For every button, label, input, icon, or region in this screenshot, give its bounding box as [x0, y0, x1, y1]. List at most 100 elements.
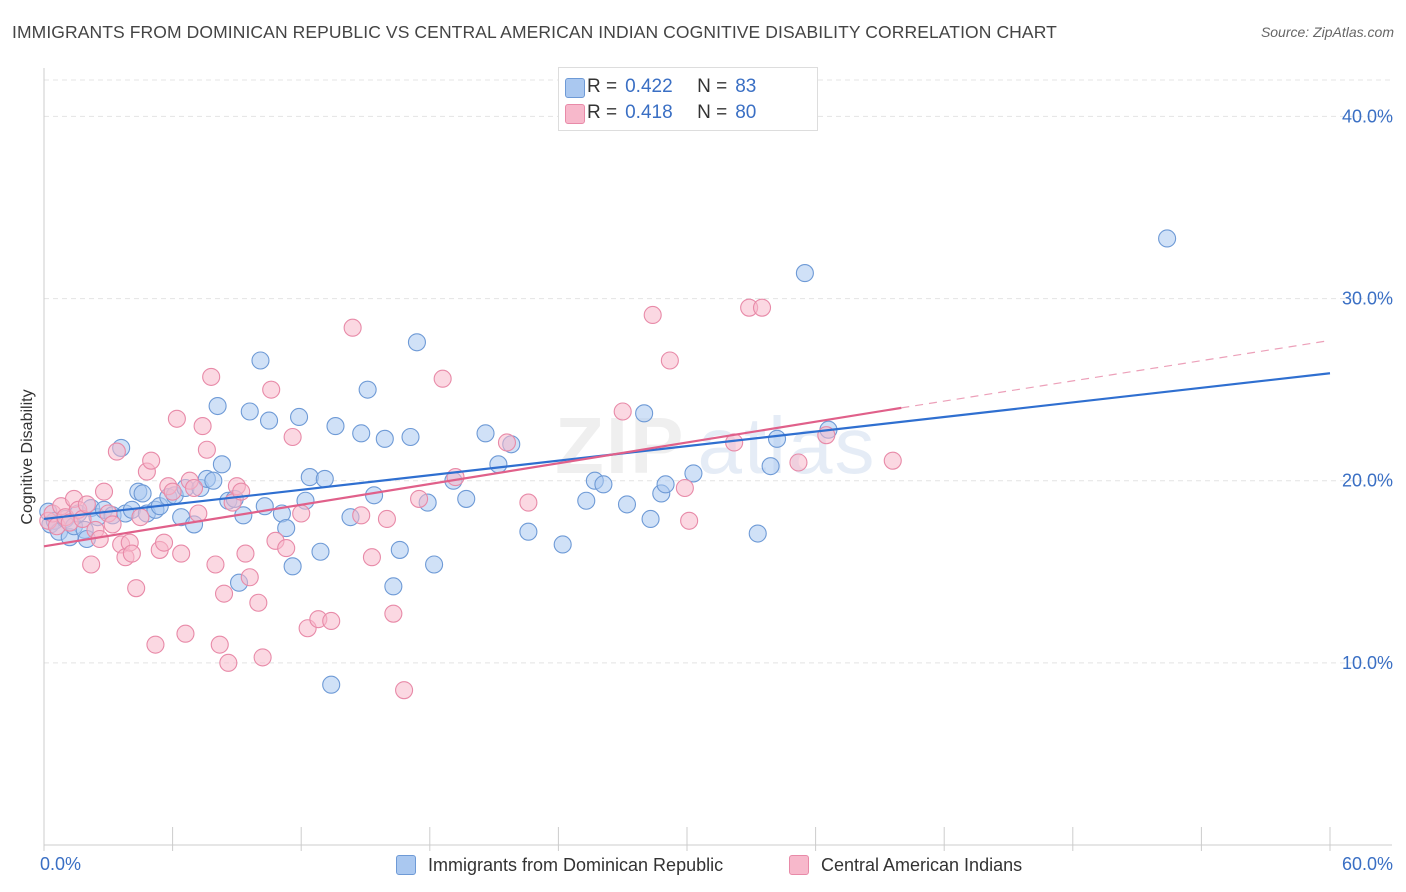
series-swatch-blue [396, 855, 416, 875]
legend-row-pink: R = 0.418 N = 80 [565, 101, 757, 125]
data-point-pink [146, 635, 165, 654]
data-point-blue [519, 522, 538, 541]
data-point-pink [410, 489, 429, 508]
legend-n-value: 83 [735, 76, 757, 97]
data-point-pink [384, 604, 403, 623]
data-point-pink [249, 593, 268, 612]
data-point-pink [283, 427, 302, 447]
data-point-blue [208, 396, 227, 416]
data-point-blue [617, 495, 637, 514]
data-point-pink [660, 351, 679, 370]
data-point-pink [176, 624, 195, 643]
data-point-pink [127, 579, 146, 598]
chart-title: IMMIGRANTS FROM DOMINICAN REPUBLIC VS CE… [12, 22, 1057, 42]
series-swatch-pink [789, 855, 809, 875]
data-point-blue [390, 540, 409, 559]
data-point-pink [752, 298, 772, 317]
data-point-pink [883, 451, 902, 470]
data-point-blue [577, 491, 596, 510]
x-tick-label: 60.0% [1342, 854, 1393, 874]
data-point-blue [322, 675, 341, 694]
data-point-pink [82, 555, 101, 574]
data-point-pink [277, 539, 296, 558]
data-point-pink [322, 611, 341, 631]
series-legend: Immigrants from Dominican Republic Centr… [0, 852, 1406, 878]
data-point-blue [133, 484, 152, 503]
data-point-blue [594, 475, 613, 494]
data-point-pink [193, 417, 212, 436]
data-point-pink [613, 402, 632, 421]
data-point-pink [167, 409, 186, 428]
data-point-blue [407, 333, 426, 352]
data-point-pink [172, 544, 191, 563]
data-point-blue [489, 455, 508, 474]
data-point-blue [283, 557, 302, 576]
data-point-pink [94, 482, 114, 501]
y-axis-label: Cognitive Disability [19, 389, 36, 525]
data-point-pink [362, 548, 381, 567]
data-point-blue [748, 524, 767, 543]
data-point-pink [219, 653, 238, 672]
data-point-blue [365, 486, 384, 505]
data-point-pink [433, 369, 452, 388]
data-point-blue [761, 457, 780, 476]
series-legend-item-pink[interactable]: Central American Indians [789, 852, 1022, 878]
legend-r-value: 0.418 [625, 102, 673, 123]
data-point-blue [684, 464, 703, 483]
legend-swatch-blue [565, 78, 585, 98]
data-point-blue [259, 411, 279, 430]
legend-n-label: N = [697, 76, 728, 97]
data-point-blue [311, 542, 330, 561]
data-point-pink [352, 506, 371, 525]
data-point-pink [154, 533, 174, 552]
data-point-pink [395, 681, 414, 700]
data-point-pink [103, 515, 122, 534]
data-point-blue [251, 351, 270, 370]
data-point-pink [497, 433, 517, 452]
data-point-blue [635, 404, 654, 423]
data-point-pink [675, 478, 694, 498]
data-point-blue [315, 469, 334, 488]
data-point-pink [206, 555, 225, 574]
legend-swatch-pink [565, 104, 585, 124]
data-point-pink [163, 482, 182, 501]
data-point-blue [204, 471, 223, 490]
data-point-pink [236, 544, 255, 563]
data-point-pink [184, 478, 204, 498]
data-point-pink [343, 318, 362, 337]
data-point-pink [519, 493, 538, 512]
data-point-pink [262, 380, 281, 399]
data-point-pink [122, 544, 141, 563]
data-point-pink [214, 584, 234, 603]
data-point-pink [107, 442, 126, 461]
data-point-blue [358, 380, 377, 399]
data-point-blue [300, 468, 319, 487]
data-point-blue [767, 429, 787, 448]
trend-line-blue [43, 372, 1331, 521]
y-tick-label: 20.0% [1342, 471, 1393, 491]
data-point-blue [476, 424, 495, 443]
correlation-legend: R = 0.422 N = 83 R = 0.418 N = 80 [558, 67, 818, 131]
data-point-blue [641, 509, 660, 529]
legend-n-label: N = [697, 102, 728, 123]
data-point-pink [202, 367, 221, 386]
series-name-pink: Central American Indians [821, 854, 1023, 875]
data-point-pink [292, 504, 311, 523]
legend-r-label: R = [587, 102, 618, 123]
legend-n-value: 80 [735, 102, 757, 123]
data-point-blue [401, 427, 420, 447]
data-point-blue [352, 424, 371, 443]
data-point-blue [457, 489, 476, 508]
data-point-blue [384, 577, 403, 596]
legend-row-blue: R = 0.422 N = 83 [565, 75, 757, 99]
legend-r-label: R = [587, 76, 618, 97]
data-point-blue [212, 455, 231, 474]
data-point-blue [553, 535, 572, 554]
data-point-blue [795, 264, 814, 283]
data-point-blue [375, 429, 394, 448]
data-point-blue [425, 555, 444, 574]
series-legend-item-blue[interactable]: Immigrants from Dominican Republic [396, 852, 723, 878]
data-point-pink [680, 511, 699, 530]
data-point-blue [1158, 229, 1177, 248]
